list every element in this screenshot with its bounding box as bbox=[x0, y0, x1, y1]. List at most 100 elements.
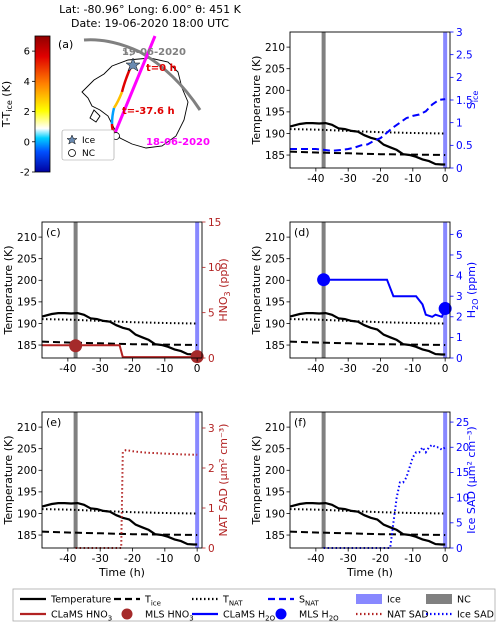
y-right-tick-label: 0 bbox=[456, 543, 463, 555]
y-tick-label: 205 bbox=[265, 443, 285, 455]
ice-band bbox=[195, 412, 200, 548]
y-right-tick-label: 1 bbox=[456, 332, 463, 344]
y-tick-label: 200 bbox=[17, 465, 37, 477]
x-tick-label: -30 bbox=[92, 363, 109, 375]
y-tick-label: 185 bbox=[17, 340, 37, 352]
y-right-tick-label: 1 bbox=[208, 503, 215, 515]
header-line1: Lat: -80.96° Long: 6.00° θ: 451 K bbox=[59, 3, 242, 16]
y-tick-label: 200 bbox=[17, 275, 37, 287]
y-axis-label: Temperature (K) bbox=[2, 436, 15, 526]
y-right-tick-label: 10 bbox=[208, 262, 221, 274]
y-right-tick-label: 15 bbox=[208, 217, 221, 229]
y-tick-label: 195 bbox=[17, 297, 37, 309]
y-right-axis-label: HNO3 (ppb) bbox=[217, 258, 232, 321]
legend-box bbox=[12, 588, 496, 622]
y-tick-label: 185 bbox=[265, 150, 285, 162]
map-legend-nc: NC bbox=[82, 149, 95, 159]
y-tick-label: 205 bbox=[17, 443, 37, 455]
y-right-tick-label: 4 bbox=[456, 270, 463, 282]
ice-band bbox=[443, 222, 448, 358]
y-tick-label: 195 bbox=[265, 297, 285, 309]
y-right-tick-label: 1.5 bbox=[456, 95, 473, 107]
series-t_ice bbox=[289, 150, 446, 156]
grey-date-leader bbox=[122, 49, 133, 57]
series-s_nat bbox=[290, 98, 446, 152]
y-tick-label: 210 bbox=[17, 232, 37, 244]
panel-label: (f) bbox=[294, 416, 306, 429]
panel-d: -40 -30 -20 -10 0 185 190 195 200 205 210 0 1 2 3 4 5 6 Te… bbox=[250, 221, 480, 375]
map-legend-circle-icon bbox=[68, 149, 76, 157]
legend-t-ice-label: Tice bbox=[144, 595, 161, 608]
annotation-date-grey: 19-06-2020 bbox=[122, 47, 186, 58]
x-tick-label: -30 bbox=[340, 363, 357, 375]
nc-band bbox=[321, 222, 326, 358]
nc-band bbox=[321, 412, 326, 548]
y-right-tick-label: 5 bbox=[456, 250, 463, 262]
y-right-axis-label: Ice SAD (μm² cm⁻³) bbox=[465, 426, 478, 533]
x-tick-label: -10 bbox=[156, 363, 173, 375]
marker-mls-h2o bbox=[317, 273, 331, 287]
legend-t-nat-label: TNAT bbox=[222, 595, 243, 608]
antarctica-outline bbox=[81, 57, 189, 149]
series-t_ice bbox=[289, 530, 446, 536]
x-tick-label: -20 bbox=[124, 553, 141, 565]
legend-ice-sad-label: Ice SAD bbox=[457, 610, 494, 621]
y-tick-label: 195 bbox=[17, 487, 37, 499]
y-tick-label: 195 bbox=[265, 487, 285, 499]
legend-temperature-label: Temperature bbox=[50, 595, 111, 606]
y-right-tick-label: 3 bbox=[208, 423, 215, 435]
series-clams-h2o bbox=[323, 278, 447, 319]
series-temperature bbox=[289, 501, 446, 546]
series-t_nat bbox=[289, 128, 446, 135]
axes-frame bbox=[289, 221, 451, 359]
y-right-tick-label: 0 bbox=[208, 353, 215, 365]
y-right-tick-label: 5 bbox=[456, 518, 463, 530]
x-tick-label: -20 bbox=[372, 173, 389, 185]
panel-label: (c) bbox=[46, 226, 61, 239]
y-tick-label: 200 bbox=[265, 275, 285, 287]
ice-band bbox=[443, 412, 448, 548]
panel-label: (e) bbox=[46, 416, 61, 429]
colorbar-tick-label: -2 bbox=[20, 168, 30, 179]
x-tick-label: -40 bbox=[307, 553, 324, 565]
y-axis-label: Temperature (K) bbox=[250, 246, 263, 336]
y-right-tick-label: 0 bbox=[208, 543, 215, 555]
x-tick-label: -40 bbox=[59, 553, 76, 565]
legend-nc-label: NC bbox=[457, 595, 471, 606]
series-t_nat bbox=[41, 318, 198, 325]
marker-mls-hno3 bbox=[190, 350, 204, 364]
annotation-t0: t=0 h bbox=[146, 63, 177, 74]
y-tick-label: 200 bbox=[265, 465, 285, 477]
legend-mls-hno-3-swatch bbox=[121, 608, 133, 620]
series-t_nat bbox=[289, 318, 446, 325]
y-right-tick-label: 2 bbox=[456, 312, 463, 324]
header-line2: Date: 19-06-2020 18:00 UTC bbox=[71, 17, 229, 30]
y-tick-label: 210 bbox=[17, 422, 37, 434]
colorbar-tick-label: 0 bbox=[24, 137, 30, 148]
annotation-tneg: t=-37.6 h bbox=[122, 106, 175, 117]
trajectory-grey bbox=[83, 38, 202, 111]
x-tick-label: -10 bbox=[404, 553, 421, 565]
series-temperature bbox=[41, 501, 198, 546]
x-tick-label: 0 bbox=[194, 553, 201, 565]
y-tick-label: 210 bbox=[265, 42, 285, 54]
y-axis-label: Temperature (K) bbox=[250, 56, 263, 146]
colorbar-tick-label: 2 bbox=[24, 107, 30, 118]
y-right-tick-label: 2 bbox=[208, 463, 215, 475]
x-tick-label: -40 bbox=[59, 363, 76, 375]
series-ice-sad bbox=[323, 443, 446, 549]
legend-clams-h-2o-label: CLaMS H2O bbox=[223, 610, 276, 623]
y-tick-label: 210 bbox=[265, 422, 285, 434]
series-temperature bbox=[289, 121, 446, 166]
series-clams-hno3 bbox=[42, 344, 198, 359]
trajectory-magenta bbox=[106, 35, 157, 151]
colorbar-ticks: -2 0 2 4 6 bbox=[20, 47, 35, 179]
colorbar-label: T-Tice (K) bbox=[0, 81, 14, 128]
x-tick-label: 0 bbox=[194, 363, 201, 375]
y-tick-label: 190 bbox=[17, 318, 37, 330]
y-axis-label: Temperature (K) bbox=[2, 246, 15, 336]
series-t_ice bbox=[289, 340, 446, 346]
y-right-tick-label: 10 bbox=[456, 492, 469, 504]
x-tick-label: -30 bbox=[92, 553, 109, 565]
